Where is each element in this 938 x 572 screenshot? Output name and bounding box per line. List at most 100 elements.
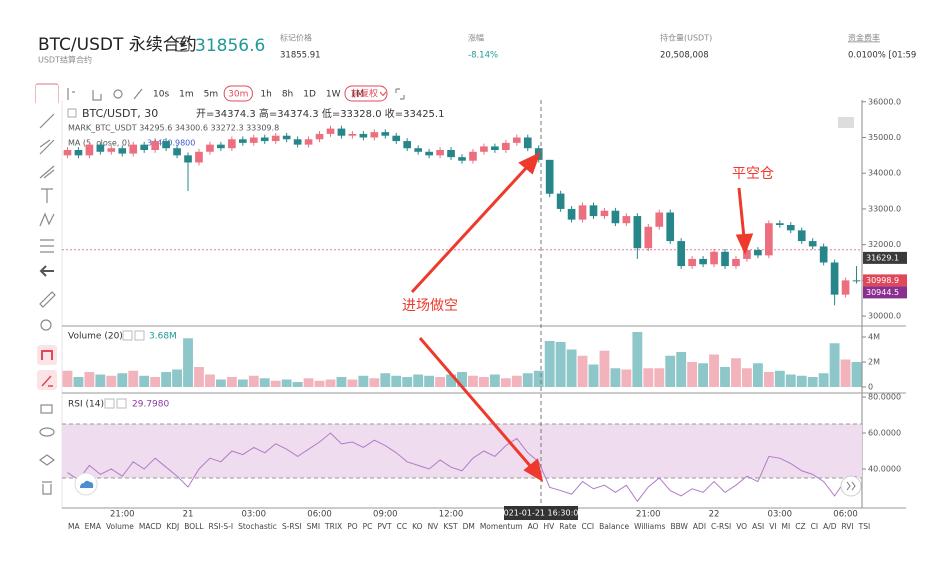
candle-body [249,137,258,143]
indicator[interactable]: AO [528,522,539,531]
indicator[interactable]: A/D [823,522,837,531]
indicator[interactable]: KDJ [166,522,179,531]
volume-bar [698,363,709,387]
indicator[interactable]: Stochastic [238,522,277,531]
indicator[interactable]: S-RSI [282,522,302,531]
stat-label: 标记价格 [280,33,312,43]
tool-fib[interactable] [39,139,55,155]
settings-icon[interactable] [113,89,123,99]
interval[interactable]: 30m [228,90,248,100]
scroll-right[interactable] [840,475,862,497]
indicator[interactable]: MI [782,522,791,531]
tool-pattern[interactable] [39,212,55,227]
indicator[interactable]: CI [811,522,818,531]
indicator[interactable]: NV [428,522,440,531]
fullscreen-icon[interactable] [395,88,405,100]
candle-body [808,241,817,247]
tool-eye[interactable] [39,427,55,437]
volume-bar [194,367,204,387]
interval[interactable]: 5m [204,90,219,100]
chart-type-icon[interactable] [92,90,102,101]
interval[interactable]: 1m [179,90,194,100]
tool-back[interactable] [39,265,54,277]
indicator[interactable]: CCI [581,522,594,531]
candle-body [162,141,170,149]
indicator[interactable]: BBW [670,522,688,531]
indicator[interactable]: Williams [634,522,665,531]
volume-bar [818,373,829,387]
tool-line[interactable] [39,113,55,129]
indicator[interactable]: BOLL [184,522,204,531]
volume-bar [851,362,862,387]
indicator[interactable]: ADI [693,522,706,531]
candle-body [337,128,346,136]
candle-body [107,148,116,152]
cloud-icon [80,480,94,488]
indicator[interactable]: KST [443,522,458,531]
adjust-button[interactable] [344,85,388,102]
candle-body [315,133,324,140]
indicator[interactable]: Momentum [480,522,523,531]
tool-ruler[interactable] [40,239,54,253]
intervals: 10s 1m 5m 30m 1h 8h 1D 1W 1M [153,85,365,102]
indicator[interactable]: VI [769,522,776,531]
arrowhead [523,458,544,483]
volume-bar [215,379,226,387]
candle-body [545,159,554,194]
tool-lock[interactable] [40,404,53,414]
tool-text[interactable] [41,188,53,203]
eye-icon[interactable] [104,398,115,409]
indicator[interactable]: ASI [752,522,764,531]
pane-menu[interactable] [838,117,854,128]
indicator[interactable]: DM [463,522,475,531]
tool-measure[interactable] [39,291,56,308]
tool-brush[interactable] [39,165,55,179]
indicator[interactable]: TRIX [324,522,342,531]
indicator[interactable]: VO [736,522,747,531]
indicator[interactable]: PO [347,522,358,531]
indicator[interactable]: RVI [842,522,854,531]
indicator[interactable]: RSI-S-I [209,522,234,531]
tool-layers[interactable] [38,454,56,466]
interval[interactable]: 1W [326,90,341,100]
indicator-icon[interactable] [67,88,75,100]
interval[interactable]: 1h [260,90,271,100]
indicator[interactable]: Volume [106,522,134,531]
indicator[interactable]: HV [543,522,555,531]
tool-trash[interactable] [42,481,52,495]
close-icon[interactable] [134,330,145,341]
indicator[interactable]: PC [363,522,373,531]
volume-bar [336,377,347,387]
fx-icon[interactable] [133,88,143,100]
x-tick-label: 06:00 [833,510,858,520]
interval[interactable]: 10s [153,90,169,100]
close-icon[interactable] [116,398,127,409]
tool-magnet-bg[interactable] [37,345,57,365]
indicator[interactable]: PVT [377,522,392,531]
stat-value: 31855.91 [280,51,321,61]
indicator[interactable]: Rate [559,522,577,531]
indicator[interactable]: CC [397,522,407,531]
symbol-dropdown[interactable] [175,37,190,52]
indicator[interactable]: C-RSI [711,522,731,531]
crosshair-label: 2021-01-21 16:30:00 [499,509,584,518]
tool-zoom[interactable] [40,319,52,331]
indicator[interactable]: CZ [795,522,805,531]
indicator[interactable]: MACD [139,522,162,531]
collapse-icon[interactable] [67,108,77,118]
interval[interactable]: 1D [303,90,316,100]
eye-icon[interactable] [122,330,133,341]
candle-body [304,139,313,145]
indicator[interactable]: SMI [307,522,320,531]
indicator[interactable]: Balance [599,522,629,531]
candle-body [502,142,510,150]
indicator[interactable]: TSI [858,522,871,531]
indicator[interactable]: EMA [85,522,102,531]
candle-body [359,133,368,138]
x-tick-label: 09:00 [373,510,398,520]
indicator[interactable]: MA [68,522,80,531]
symbol[interactable]: BTC/USDT 永续合约 [38,35,197,55]
interval[interactable]: 1M [351,90,365,100]
interval[interactable]: 8h [282,90,293,100]
indicator[interactable]: KO [412,522,423,531]
